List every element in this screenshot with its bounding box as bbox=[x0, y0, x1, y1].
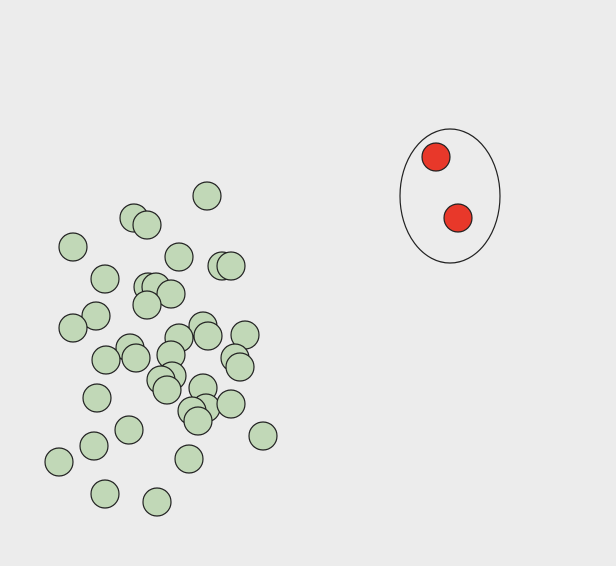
green-dot bbox=[58, 313, 88, 343]
green-dot bbox=[82, 383, 112, 413]
green-dot bbox=[192, 181, 222, 211]
green-dot bbox=[183, 406, 213, 436]
green-dot bbox=[132, 210, 162, 240]
green-dot bbox=[156, 279, 186, 309]
green-dot bbox=[91, 345, 121, 375]
green-dot bbox=[90, 264, 120, 294]
green-dot bbox=[114, 415, 144, 445]
red-dot bbox=[443, 203, 473, 233]
green-dot bbox=[152, 375, 182, 405]
green-dot bbox=[44, 447, 74, 477]
enclosure-ellipse bbox=[399, 128, 501, 264]
green-dot bbox=[79, 431, 109, 461]
green-dot bbox=[142, 487, 172, 517]
red-dot bbox=[421, 142, 451, 172]
green-dot bbox=[193, 321, 223, 351]
green-dot bbox=[225, 352, 255, 382]
green-dot bbox=[174, 444, 204, 474]
green-dot bbox=[58, 232, 88, 262]
green-dot bbox=[216, 389, 246, 419]
green-dot bbox=[90, 479, 120, 509]
highlighted-group bbox=[399, 128, 501, 264]
green-dot bbox=[121, 343, 151, 373]
green-dot bbox=[216, 251, 246, 281]
green-dot bbox=[132, 290, 162, 320]
green-dot bbox=[248, 421, 278, 451]
green-dot bbox=[81, 301, 111, 331]
green-dot bbox=[164, 242, 194, 272]
green-dot-cluster bbox=[44, 181, 278, 517]
